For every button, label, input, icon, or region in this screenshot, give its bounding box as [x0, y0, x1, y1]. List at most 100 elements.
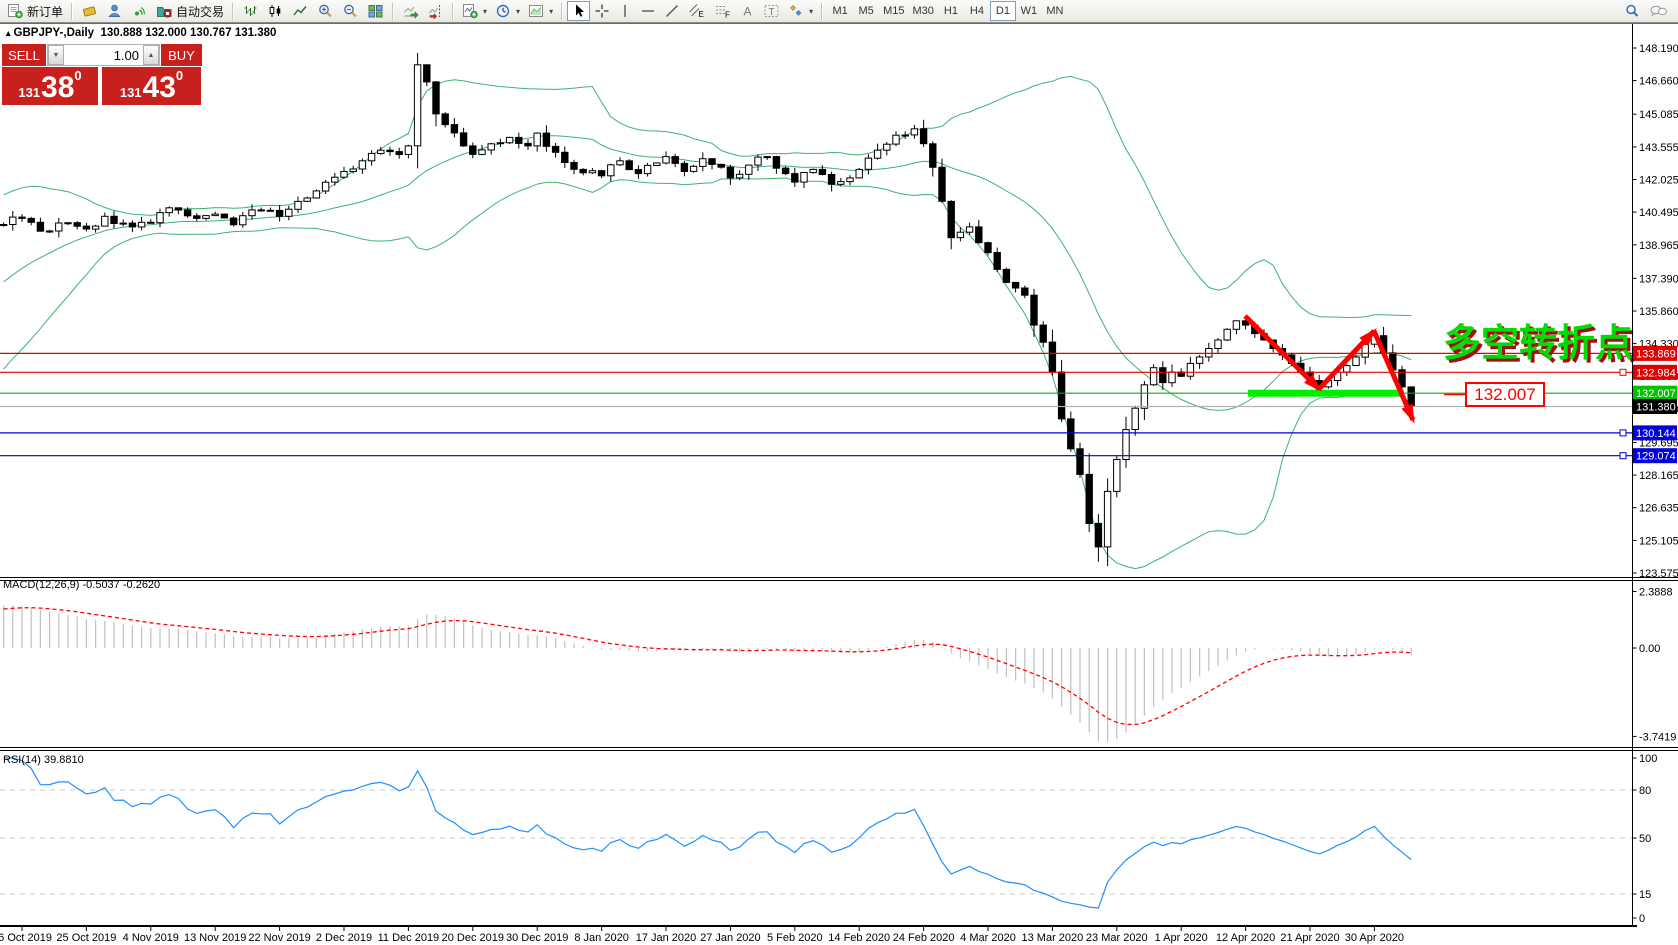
candlestick-chart-icon	[269, 5, 281, 17]
price-scale[interactable]: 148.190 146.660 145.085 143.555 142.025 140.4…	[1632, 24, 1678, 925]
rsi-panel[interactable]	[0, 757, 1632, 909]
ask-price-display[interactable]: 131 43 0	[102, 67, 201, 105]
trendline-tool-button[interactable]	[660, 1, 684, 21]
chart-shift-button[interactable]	[423, 1, 448, 21]
price-level-label-text: 133.869	[1636, 348, 1676, 360]
chart-canvas[interactable]: 多空转折点多空转折点132.007148.190146.660145.08514…	[0, 23, 1678, 945]
price-tick-label: 140.495	[1639, 207, 1678, 219]
text-label-tool-button[interactable]: T	[759, 1, 784, 21]
search-button[interactable]	[1620, 1, 1645, 21]
price-level-label	[1633, 448, 1677, 464]
text-tool-button[interactable]: A	[736, 1, 759, 21]
bar-chart-button[interactable]	[238, 1, 263, 21]
signals-button[interactable]	[127, 1, 152, 21]
new-order-button[interactable]: 新订单	[3, 1, 67, 21]
price-tick-label: 123.575	[1639, 568, 1678, 580]
level-handle[interactable]	[1619, 452, 1627, 460]
volume-decrease-button[interactable]: ▼	[48, 45, 64, 65]
tile-windows-button[interactable]	[363, 1, 388, 21]
timeframe-button-m15[interactable]: M15	[879, 1, 908, 21]
dropdown-caret-icon: ▾	[483, 6, 488, 16]
date-tick-label: 4 Nov 2019	[123, 932, 179, 944]
line-chart-button[interactable]	[288, 1, 313, 21]
macd-panel[interactable]	[2, 605, 1412, 742]
sell-button[interactable]: SELL	[2, 44, 46, 66]
timeframe-button-m1[interactable]: M1	[827, 1, 853, 21]
templates-button[interactable]: ▾	[524, 1, 557, 21]
chat-icon	[1650, 5, 1667, 17]
annotation-text-shadow: 多空转折点	[1446, 326, 1636, 368]
zoom-in-icon	[319, 4, 332, 18]
bollinger-middle-band	[3, 135, 1412, 411]
price-level-label	[1633, 385, 1677, 401]
date-tick-label: 25 Oct 2019	[56, 932, 116, 944]
crosshair-tool-button[interactable]	[590, 1, 614, 21]
level-handle[interactable]	[1619, 349, 1627, 357]
equidistant-channel-tool-button[interactable]: E	[684, 1, 710, 21]
time-axis-line	[0, 925, 1637, 927]
auto-scroll-button[interactable]	[398, 1, 423, 21]
zoom-in-button[interactable]	[313, 1, 338, 21]
timeframe-button-mn[interactable]: MN	[1042, 1, 1068, 21]
add-indicator-button[interactable]: ▾	[458, 1, 491, 21]
bid-price-display[interactable]: 131 38 0	[2, 67, 98, 105]
cursor-tool-button[interactable]	[567, 1, 591, 21]
volume-increase-button[interactable]: ▲	[143, 45, 159, 65]
candlestick-chart-button[interactable]	[263, 1, 288, 21]
annotation-text[interactable]: 多空转折点	[1443, 323, 1633, 365]
support-zone-band[interactable]	[1248, 389, 1404, 397]
metaeditor-button[interactable]	[77, 1, 102, 21]
autotrading-button[interactable]: 自动交易	[152, 1, 228, 21]
arrows-tool-button[interactable]: ▾	[784, 1, 817, 21]
buy-button[interactable]: BUY	[161, 44, 202, 66]
level-handle[interactable]	[1619, 368, 1627, 376]
main-price-panel[interactable]	[0, 52, 1415, 570]
price-tag-box[interactable]	[1465, 382, 1545, 407]
volume-input[interactable]	[64, 45, 143, 65]
line-chart-icon	[293, 6, 307, 16]
date-tick-label: 21 Apr 2020	[1280, 932, 1339, 944]
zoom-out-button[interactable]	[338, 1, 363, 21]
timeframe-button-h1[interactable]: H1	[938, 1, 964, 21]
trend-arrow-segment[interactable]	[1243, 314, 1321, 391]
timeframe-button-w1[interactable]: W1	[1016, 1, 1042, 21]
price-tick-label: 128.165	[1639, 470, 1678, 482]
toolbar-separator	[392, 2, 395, 20]
date-tick-label: 24 Feb 2020	[893, 932, 955, 944]
rsi-line	[3, 757, 1412, 909]
date-tick-label: 14 Feb 2020	[828, 932, 890, 944]
timeframe-button-m30[interactable]: M30	[909, 1, 938, 21]
time-scale[interactable]: 16 Oct 2019 25 Oct 2019 4 Nov 2019 13 Nov 2…	[0, 927, 1404, 944]
main-toolbar: 新订单 自动交易	[0, 0, 1678, 23]
market-button[interactable]	[102, 1, 127, 21]
add-indicator-icon	[463, 4, 478, 19]
price-level-label	[1633, 345, 1677, 361]
price-tick-label: 135.860	[1639, 306, 1678, 318]
toolbar-separator	[452, 2, 455, 20]
svg-text:F: F	[725, 11, 730, 20]
periods-button[interactable]: ▾	[491, 1, 524, 21]
panel-separators[interactable]	[0, 577, 1678, 928]
timeframe-button-h4[interactable]: H4	[964, 1, 990, 21]
horizontal-line-tool-button[interactable]	[636, 1, 660, 21]
price-tag-text: 132.007	[1474, 385, 1535, 404]
date-tick-label: 4 Mar 2020	[960, 932, 1016, 944]
level-handle[interactable]	[1619, 429, 1627, 437]
price-tick-label: 146.660	[1639, 76, 1678, 88]
date-tick-label: 27 Jan 2020	[700, 932, 761, 944]
fibonacci-tool-button[interactable]: F	[710, 1, 736, 21]
vertical-line-tool-button[interactable]	[614, 1, 636, 21]
chat-button[interactable]	[1645, 1, 1672, 21]
bollinger-lower-band	[3, 177, 1412, 570]
date-tick-label: 13 Mar 2020	[1022, 932, 1084, 944]
trend-arrow-segment[interactable]	[1371, 329, 1416, 422]
dropdown-caret-icon: ▾	[516, 6, 521, 16]
price-tick-label: 129.695	[1639, 438, 1678, 450]
timeframe-button-d1[interactable]: D1	[989, 1, 1016, 21]
chart-shift-icon	[429, 5, 441, 19]
timeframe-button-m5[interactable]: M5	[853, 1, 879, 21]
macd-histogram	[2, 605, 1412, 742]
channel-icon: E	[689, 4, 704, 19]
